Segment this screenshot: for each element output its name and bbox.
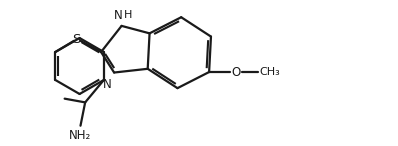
Text: CH₃: CH₃ [259,67,280,77]
Text: NH₂: NH₂ [69,128,92,141]
Text: N: N [103,78,112,91]
Text: N: N [113,9,122,22]
Text: H: H [124,10,132,20]
Text: S: S [72,33,80,46]
Text: O: O [232,66,241,79]
